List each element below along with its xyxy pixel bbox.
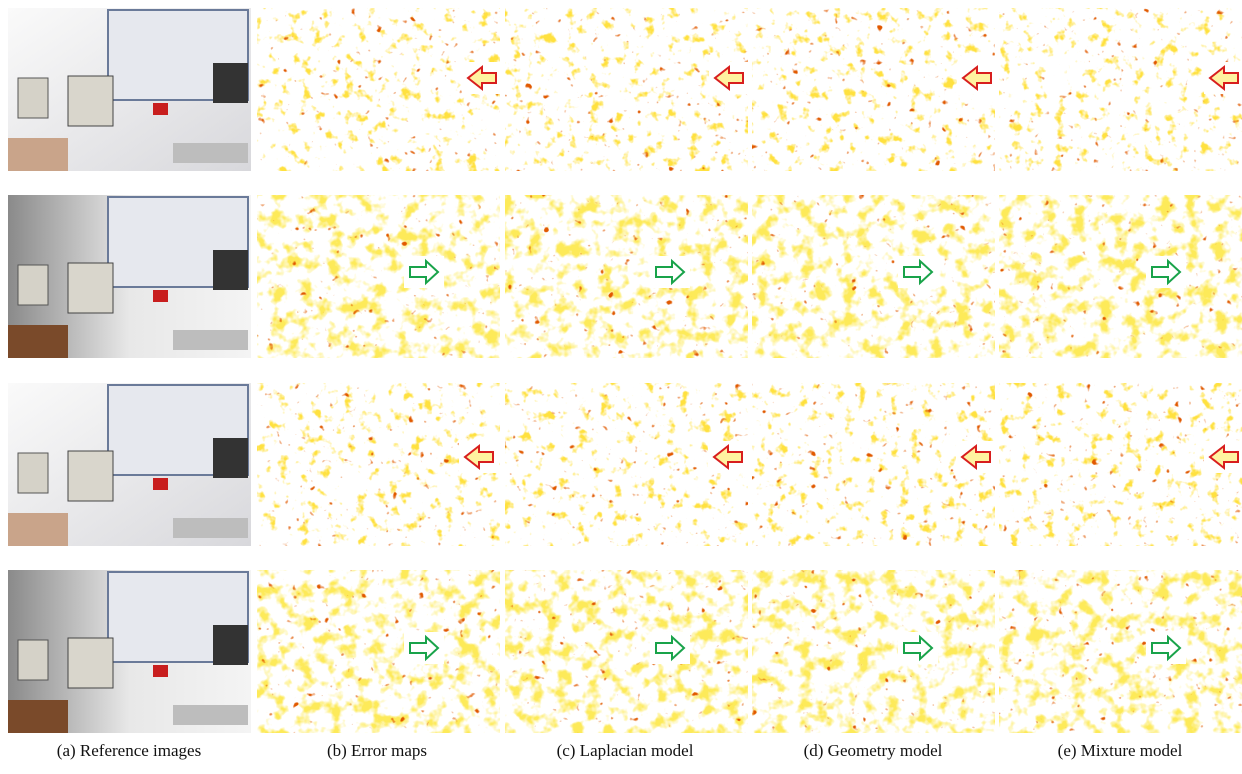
error-map <box>257 8 502 171</box>
captions: (a) Reference images (b) Error maps (c) … <box>57 741 1183 760</box>
error-map <box>999 195 1242 358</box>
error-map <box>752 8 997 171</box>
map-hotspots <box>752 195 995 358</box>
monitor <box>68 638 113 688</box>
map-hotspots <box>257 570 500 733</box>
error-map <box>752 383 996 546</box>
map-hotspots <box>752 570 995 733</box>
map-hotspots <box>505 195 748 358</box>
monitor <box>68 451 113 501</box>
reference-image <box>8 383 251 546</box>
page: (a) Reference images (b) Error maps (c) … <box>0 0 1242 774</box>
caption: (d) Geometry model <box>804 741 943 760</box>
monitor <box>68 263 113 313</box>
keyboard <box>173 143 248 163</box>
map-hotspots <box>999 570 1242 733</box>
map-hotspots <box>505 570 748 733</box>
caption: (c) Laplacian model <box>557 741 694 760</box>
map-hotspots <box>257 195 500 358</box>
figure: (a) Reference images (b) Error maps (c) … <box>0 0 1242 774</box>
keyboard <box>173 705 248 725</box>
reference-image <box>8 195 251 358</box>
monitor <box>68 76 113 126</box>
error-map <box>505 8 749 171</box>
error-map <box>999 383 1242 546</box>
cabinet <box>8 138 68 171</box>
keyboard <box>173 330 248 350</box>
monitor-screen <box>213 438 248 478</box>
caption: (e) Mixture model <box>1058 741 1183 760</box>
monitor <box>18 78 48 118</box>
map-hotspots <box>999 195 1242 358</box>
caption: (a) Reference images <box>57 741 201 760</box>
error-map <box>257 570 500 733</box>
error-map <box>257 383 500 546</box>
error-map <box>505 570 748 733</box>
error-map <box>999 570 1242 733</box>
error-map <box>505 383 748 546</box>
monitor <box>18 265 48 305</box>
monitor <box>18 453 48 493</box>
monitor-screen <box>213 63 248 103</box>
box <box>153 103 168 115</box>
error-map <box>505 195 748 358</box>
cabinet <box>8 513 68 546</box>
monitor <box>18 640 48 680</box>
cabinet <box>8 700 68 733</box>
box <box>153 478 168 490</box>
keyboard <box>173 518 248 538</box>
monitor-screen <box>213 625 248 665</box>
box <box>153 665 168 677</box>
reference-image <box>8 8 251 171</box>
reference-image <box>8 570 251 733</box>
error-map <box>257 195 500 358</box>
error-map <box>999 8 1242 171</box>
cabinet <box>8 325 68 358</box>
error-map <box>752 570 995 733</box>
error-map <box>752 195 995 358</box>
panel-grid <box>8 8 1242 733</box>
monitor-screen <box>213 250 248 290</box>
caption: (b) Error maps <box>327 741 427 760</box>
box <box>153 290 168 302</box>
